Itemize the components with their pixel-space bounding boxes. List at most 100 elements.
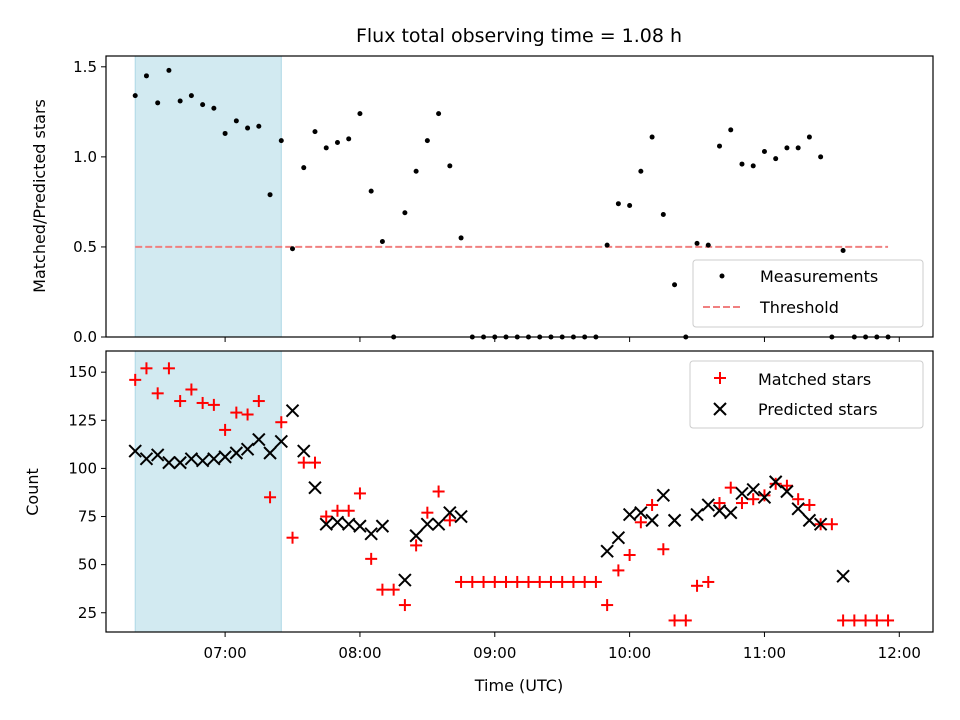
bottom-y-axis-label: Count	[23, 468, 42, 516]
measurement-point	[267, 192, 273, 198]
matched-star-point	[129, 373, 142, 386]
x-tick-label: 11:00	[743, 644, 786, 662]
measurement-point	[761, 148, 767, 154]
y-tick-label: 150	[68, 363, 97, 381]
predicted-star-point	[229, 446, 244, 460]
matched-star-point	[533, 575, 546, 588]
predicted-star-point	[768, 475, 783, 489]
top-legend: Measurements Threshold	[692, 259, 924, 328]
matched-star-point	[657, 543, 670, 556]
matched-star-point	[455, 575, 468, 588]
bottom-panel: 07:00 08:00 09:00 10:00 11:00 12:00 25 50 75 100 1…	[23, 350, 934, 695]
measurement-point	[627, 203, 633, 209]
measurement-point	[200, 102, 206, 108]
measurement-point	[346, 136, 352, 142]
predicted-star-point	[274, 434, 288, 449]
bottom-plot-frame	[105, 350, 934, 633]
chart-title: Flux total observing time = 1.08 h	[356, 25, 682, 47]
predicted-star-point	[173, 455, 187, 470]
y-tick-label: 125	[68, 411, 97, 429]
matched-star-point	[803, 498, 816, 511]
predicted-star-point	[746, 482, 760, 497]
measurement-point	[402, 210, 408, 216]
matched-star-point	[286, 531, 299, 544]
predicted-star-point	[656, 488, 671, 503]
measurement-point	[739, 161, 745, 167]
matched-star-point	[488, 575, 501, 588]
legend-predicted-marker	[713, 402, 727, 416]
matched-star-point	[522, 575, 535, 588]
measurement-point	[795, 145, 801, 151]
predicted-star-point	[297, 444, 311, 458]
measurement-point	[750, 163, 756, 169]
measurement-point	[368, 188, 374, 194]
matched-star-point	[769, 477, 782, 490]
measurement-point	[211, 105, 217, 111]
measurement-point	[233, 118, 239, 124]
predicted-star-point	[443, 505, 457, 520]
matched-star-point	[207, 398, 220, 411]
predicted-star-point	[622, 507, 637, 522]
predicted-star-point	[195, 453, 210, 468]
matched-star-point	[275, 416, 288, 429]
predicted-star-point	[780, 484, 794, 499]
top-plot-frame	[105, 55, 934, 338]
predicted-star-point	[353, 519, 367, 533]
predicted-star-point	[600, 544, 614, 558]
matched-star-point	[140, 362, 153, 375]
y-tick-label: 0.5	[73, 238, 97, 256]
matched-star-point	[724, 481, 737, 494]
predicted-star-point	[690, 507, 704, 522]
matched-star-point	[612, 564, 625, 577]
x-axis-label: Time (UTC)	[474, 676, 563, 695]
measurement-point	[604, 242, 610, 248]
matched-star-point	[747, 493, 760, 506]
matched-star-point	[477, 575, 490, 588]
matched-star-point	[679, 614, 692, 627]
measurement-point	[806, 134, 812, 140]
matched-star-point	[634, 516, 647, 529]
matched-star-point	[544, 575, 557, 588]
matched-star-point	[342, 504, 355, 517]
matched-star-point	[151, 387, 164, 400]
predicted-star-point	[240, 442, 255, 456]
matched-star-point	[365, 552, 378, 565]
measurement-point	[424, 138, 430, 144]
predicted-star-point	[308, 480, 322, 495]
measurement-point	[301, 165, 307, 171]
matched-star-point	[466, 575, 479, 588]
matched-star-point	[702, 575, 715, 588]
matched-star-point	[196, 396, 209, 409]
measurement-point	[166, 67, 172, 73]
measurement-point	[312, 129, 318, 135]
measurement-point	[132, 93, 138, 99]
predicted-star-point	[285, 403, 300, 418]
matched-star-point	[398, 599, 411, 612]
predicted-star-point	[341, 517, 356, 531]
matched-star-point	[556, 575, 569, 588]
matched-star-point	[297, 456, 310, 469]
top-highlight-span	[134, 55, 282, 338]
predicted-star-point	[330, 515, 345, 530]
predicted-star-point	[802, 513, 817, 528]
predicted-star-point	[724, 505, 738, 520]
predicted-star-point	[364, 527, 378, 541]
measurement-point	[256, 123, 262, 129]
measurement-point	[649, 134, 655, 140]
measurement-point	[323, 145, 329, 151]
matched-star-point	[320, 510, 333, 523]
predicted-star-point	[634, 505, 648, 520]
measurement-point	[728, 127, 734, 133]
matched-star-point	[623, 549, 636, 562]
matched-star-point	[264, 491, 277, 504]
bottom-highlight-span	[134, 350, 282, 633]
matched-star-point	[601, 599, 614, 612]
bottom-legend: Matched stars Predicted stars	[689, 360, 924, 429]
predicted-star-point	[420, 517, 435, 531]
measurement-point	[188, 93, 194, 99]
top-panel: 0.0 0.5 1.0 1.5 Matched/Predicted stars Mea…	[30, 55, 934, 346]
predicted-star-point	[757, 490, 772, 504]
predicted-star-point	[375, 519, 390, 533]
matched-star-point	[691, 579, 704, 592]
